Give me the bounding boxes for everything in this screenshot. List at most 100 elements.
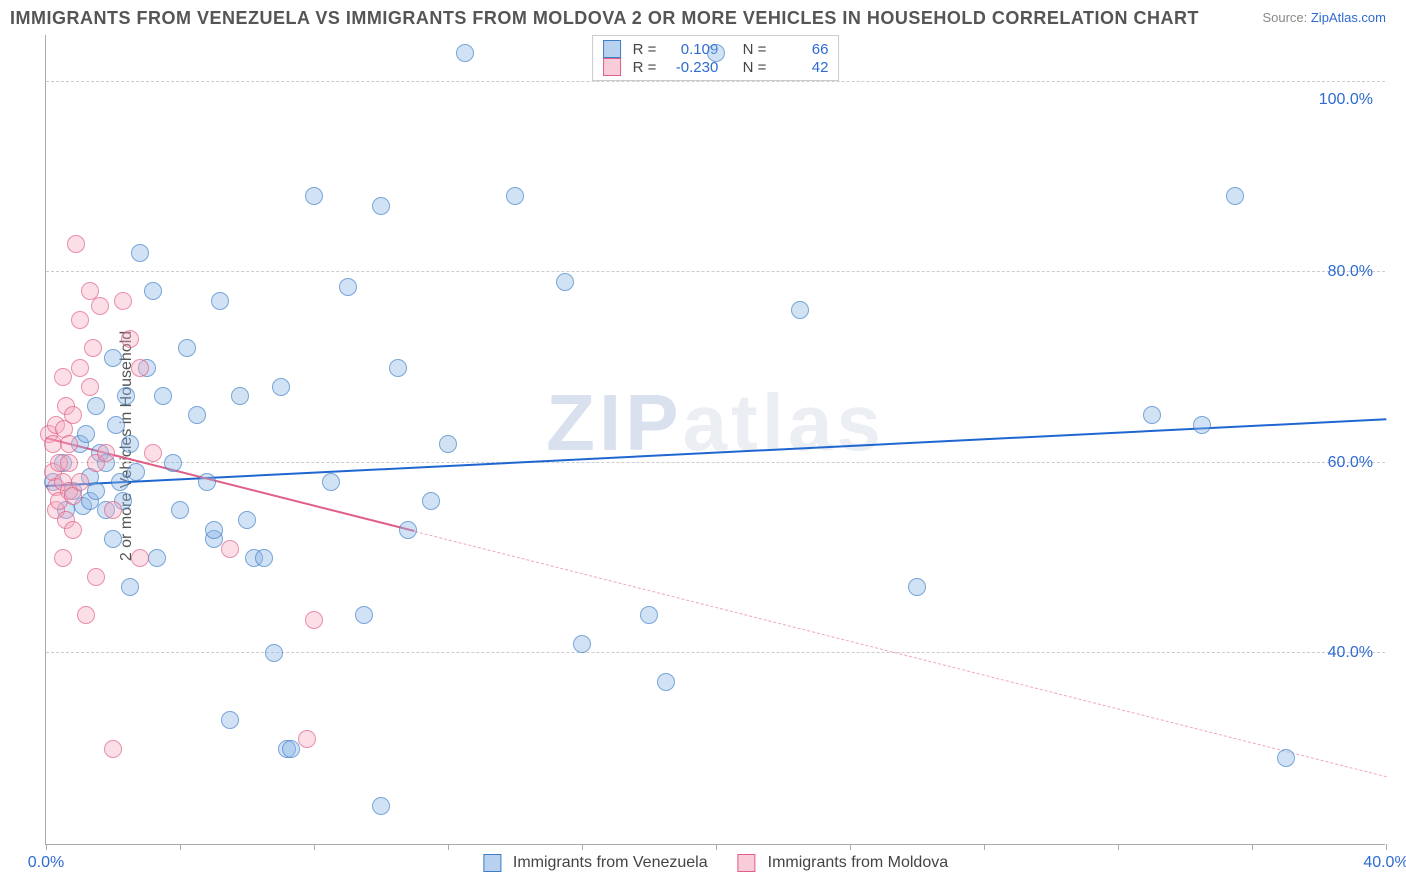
data-point: [164, 454, 182, 472]
data-point: [707, 44, 725, 62]
data-point: [1193, 416, 1211, 434]
data-point: [908, 578, 926, 596]
data-point: [272, 378, 290, 396]
data-point: [221, 711, 239, 729]
data-point: [64, 406, 82, 424]
data-point: [238, 511, 256, 529]
data-point: [221, 540, 239, 558]
data-point: [657, 673, 675, 691]
data-point: [305, 187, 323, 205]
swatch-venezuela-icon: [603, 40, 621, 58]
gridline: [46, 271, 1385, 272]
x-tick: [1118, 844, 1119, 850]
data-point: [339, 278, 357, 296]
legend-label-moldova: Immigrants from Moldova: [768, 854, 949, 872]
data-point: [205, 521, 223, 539]
data-point: [104, 740, 122, 758]
data-point: [60, 454, 78, 472]
trendline-0: [46, 418, 1386, 487]
watermark: ZIPatlas: [546, 377, 885, 469]
trendline-1-dashed: [414, 531, 1386, 777]
data-point: [1143, 406, 1161, 424]
data-point: [104, 349, 122, 367]
data-point: [1277, 749, 1295, 767]
n-value-moldova: 42: [774, 59, 828, 76]
chart-title: IMMIGRANTS FROM VENEZUELA VS IMMIGRANTS …: [10, 8, 1199, 29]
x-tick: [314, 844, 315, 850]
data-point: [77, 606, 95, 624]
data-point: [131, 359, 149, 377]
swatch-moldova-icon: [738, 854, 756, 872]
source-attribution: Source: ZipAtlas.com: [1262, 10, 1386, 25]
data-point: [355, 606, 373, 624]
x-tick: [984, 844, 985, 850]
data-point: [131, 549, 149, 567]
y-tick-label: 60.0%: [1328, 454, 1373, 472]
data-point: [117, 387, 135, 405]
r-label: R =: [633, 41, 657, 58]
data-point: [87, 397, 105, 415]
data-point: [399, 521, 417, 539]
data-point: [104, 530, 122, 548]
data-point: [114, 292, 132, 310]
data-point: [111, 473, 129, 491]
data-point: [231, 387, 249, 405]
source-link[interactable]: ZipAtlas.com: [1311, 10, 1386, 25]
y-tick-label: 80.0%: [1328, 263, 1373, 281]
data-point: [71, 473, 89, 491]
legend-label-venezuela: Immigrants from Venezuela: [513, 854, 708, 872]
data-point: [121, 330, 139, 348]
data-point: [422, 492, 440, 510]
data-point: [54, 549, 72, 567]
data-point: [198, 473, 216, 491]
data-point: [640, 606, 658, 624]
data-point: [456, 44, 474, 62]
x-tick: [582, 844, 583, 850]
n-value-venezuela: 66: [774, 41, 828, 58]
data-point: [104, 501, 122, 519]
y-tick-label: 40.0%: [1328, 644, 1373, 662]
data-point: [506, 187, 524, 205]
data-point: [211, 292, 229, 310]
x-tick: [1386, 844, 1387, 850]
swatch-moldova-icon: [603, 58, 621, 76]
data-point: [91, 297, 109, 315]
data-point: [71, 359, 89, 377]
x-tick-label: 40.0%: [1363, 854, 1406, 872]
y-tick-label: 100.0%: [1319, 91, 1373, 109]
legend-item-venezuela: Immigrants from Venezuela: [483, 854, 708, 872]
r-label: R =: [633, 59, 657, 76]
data-point: [121, 578, 139, 596]
x-tick: [448, 844, 449, 850]
x-tick: [716, 844, 717, 850]
data-point: [439, 435, 457, 453]
x-tick: [46, 844, 47, 850]
data-point: [71, 311, 89, 329]
data-point: [44, 435, 62, 453]
data-point: [144, 282, 162, 300]
data-point: [282, 740, 300, 758]
data-point: [67, 235, 85, 253]
data-point: [148, 549, 166, 567]
data-point: [265, 644, 283, 662]
gridline: [46, 81, 1385, 82]
data-point: [322, 473, 340, 491]
data-point: [372, 197, 390, 215]
gridline: [46, 462, 1385, 463]
data-point: [54, 368, 72, 386]
data-point: [131, 244, 149, 262]
data-point: [81, 378, 99, 396]
data-point: [87, 568, 105, 586]
data-point: [87, 482, 105, 500]
data-point: [84, 339, 102, 357]
x-tick: [1252, 844, 1253, 850]
data-point: [144, 444, 162, 462]
legend-item-moldova: Immigrants from Moldova: [738, 854, 949, 872]
data-point: [64, 521, 82, 539]
data-point: [255, 549, 273, 567]
watermark-rest: atlas: [683, 378, 885, 467]
data-point: [305, 611, 323, 629]
n-label: N =: [743, 59, 767, 76]
data-point: [77, 425, 95, 443]
data-point: [188, 406, 206, 424]
